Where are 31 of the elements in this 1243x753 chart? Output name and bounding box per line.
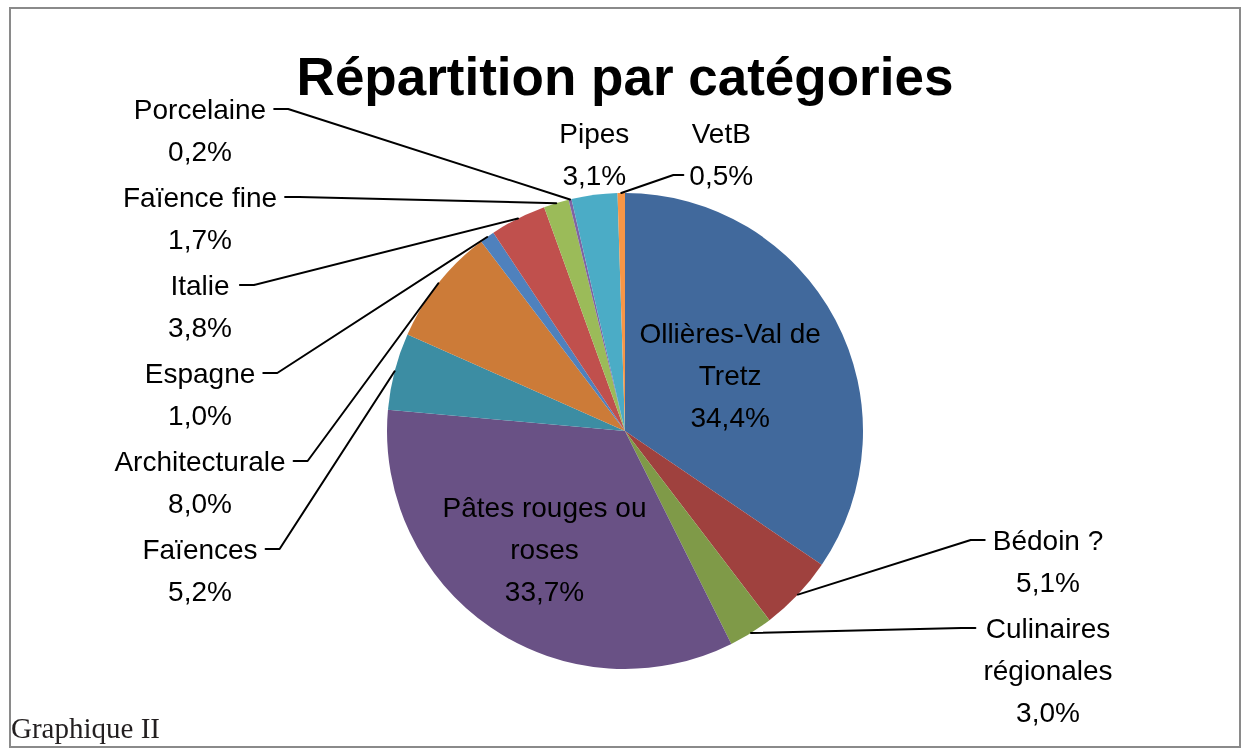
slice-label: Ollières-Val de Tretz: [639, 318, 821, 392]
slice-label: VetB: [691, 117, 751, 149]
data-label: 34,4%: [690, 402, 770, 434]
data-label: 3,8%: [168, 311, 232, 343]
data-label: 1,7%: [168, 223, 232, 255]
slice-label: Culinaires régionales: [983, 612, 1113, 686]
pie-slice: [407, 241, 625, 431]
pie-slice: [544, 199, 625, 431]
slice-label: Pâtes rouges ou roses: [442, 491, 647, 565]
text: Graphique II: [11, 712, 160, 744]
pie-slice: [481, 232, 625, 431]
data-label: 3,1%: [562, 159, 627, 191]
data-label: 3,0%: [1016, 696, 1080, 728]
chart-title: Répartition par catégories: [296, 47, 954, 106]
data-label: 0,2%: [168, 135, 232, 167]
data-label: 0,5%: [689, 159, 754, 191]
slice-label: Faïences: [142, 533, 258, 565]
data-label: 5,2%: [168, 575, 232, 607]
slice-label: Italie: [170, 269, 230, 301]
slice-label: Bédoin ?: [992, 524, 1104, 556]
data-label: 5,1%: [1016, 566, 1080, 598]
slice-label: Espagne: [144, 357, 256, 389]
data-label: 33,7%: [504, 575, 585, 607]
slice-label: Architecturale: [114, 445, 286, 477]
pie-slice: [387, 334, 625, 431]
slice-label: Faïence fine: [122, 181, 278, 213]
data-label: 1,0%: [168, 399, 232, 431]
slice-label: Pipes: [559, 117, 630, 149]
pie-slice: [493, 207, 625, 431]
slice-label: Porcelaine: [133, 93, 267, 125]
data-label: 8,0%: [168, 487, 232, 519]
